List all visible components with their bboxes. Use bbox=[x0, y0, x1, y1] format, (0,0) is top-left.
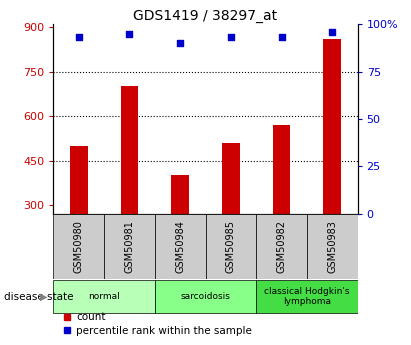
Point bbox=[228, 34, 234, 40]
Point bbox=[76, 34, 82, 40]
Text: GSM50981: GSM50981 bbox=[125, 220, 134, 273]
Bar bbox=[70, 146, 88, 214]
Bar bbox=[256, 214, 307, 279]
Bar bbox=[307, 214, 358, 279]
Legend: count, percentile rank within the sample: count, percentile rank within the sample bbox=[59, 308, 256, 340]
Bar bbox=[206, 214, 256, 279]
Bar bbox=[222, 143, 240, 214]
Text: GSM50984: GSM50984 bbox=[175, 220, 185, 273]
Text: normal: normal bbox=[88, 292, 120, 301]
Bar bbox=[272, 125, 291, 214]
Bar bbox=[155, 214, 206, 279]
Text: classical Hodgkin's
lymphoma: classical Hodgkin's lymphoma bbox=[264, 287, 350, 306]
Bar bbox=[256, 280, 358, 313]
Point bbox=[177, 40, 183, 46]
Point bbox=[126, 31, 133, 36]
Bar bbox=[323, 39, 341, 214]
Point bbox=[278, 34, 285, 40]
Bar bbox=[53, 214, 104, 279]
Text: GSM50980: GSM50980 bbox=[74, 220, 84, 273]
Text: GSM50982: GSM50982 bbox=[277, 220, 286, 273]
Bar bbox=[171, 175, 189, 214]
Title: GDS1419 / 38297_at: GDS1419 / 38297_at bbox=[134, 9, 277, 23]
Bar bbox=[120, 86, 139, 214]
Text: disease state: disease state bbox=[4, 292, 74, 302]
Bar bbox=[104, 214, 155, 279]
Bar bbox=[53, 280, 155, 313]
Text: sarcoidosis: sarcoidosis bbox=[180, 292, 231, 301]
Bar bbox=[155, 280, 256, 313]
Text: GSM50985: GSM50985 bbox=[226, 220, 236, 273]
Text: ▶: ▶ bbox=[40, 292, 47, 302]
Point bbox=[329, 29, 335, 34]
Text: GSM50983: GSM50983 bbox=[327, 220, 337, 273]
